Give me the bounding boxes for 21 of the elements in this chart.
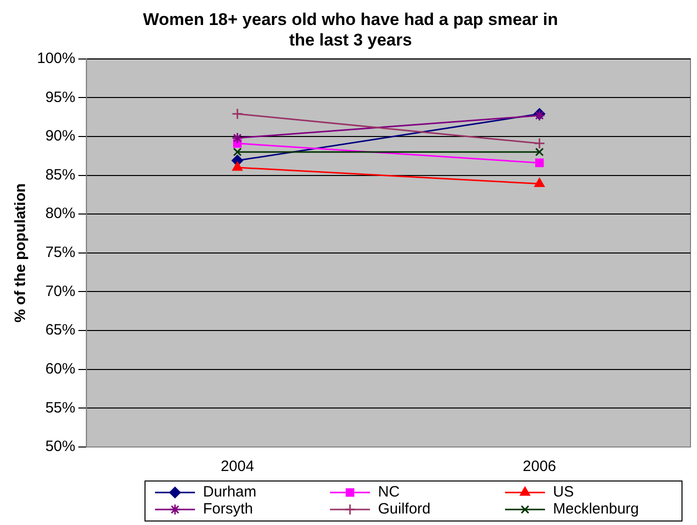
legend-label: Mecklenburg <box>553 500 639 518</box>
y-tick-label: 65% <box>45 322 76 339</box>
legend-label: Guilford <box>378 500 431 518</box>
y-tick-label: 75% <box>45 244 76 262</box>
y-tick-label: 85% <box>45 166 76 184</box>
y-tick-label: 80% <box>45 205 76 222</box>
y-tick-label: 55% <box>45 399 76 416</box>
y-axis-title: % of the population <box>12 183 30 322</box>
y-tick-label: 100% <box>36 50 76 67</box>
chart-title: Women 18+ years old who have had a pap smear in the last 3 years <box>143 10 558 50</box>
x-tick-label: 2006 <box>522 458 556 476</box>
legend-label: Durham <box>203 484 256 501</box>
y-tick-label: 60% <box>45 360 76 378</box>
y-tick-label: 50% <box>45 438 76 456</box>
legend-label: Forsyth <box>203 500 254 518</box>
legend-label: NC <box>378 484 400 501</box>
y-tick-label: 90% <box>45 128 76 145</box>
y-tick-label: 70% <box>45 282 76 300</box>
y-tick-label: 95% <box>45 88 76 106</box>
legend-label: US <box>553 484 574 501</box>
x-tick-label: 2004 <box>220 458 254 476</box>
